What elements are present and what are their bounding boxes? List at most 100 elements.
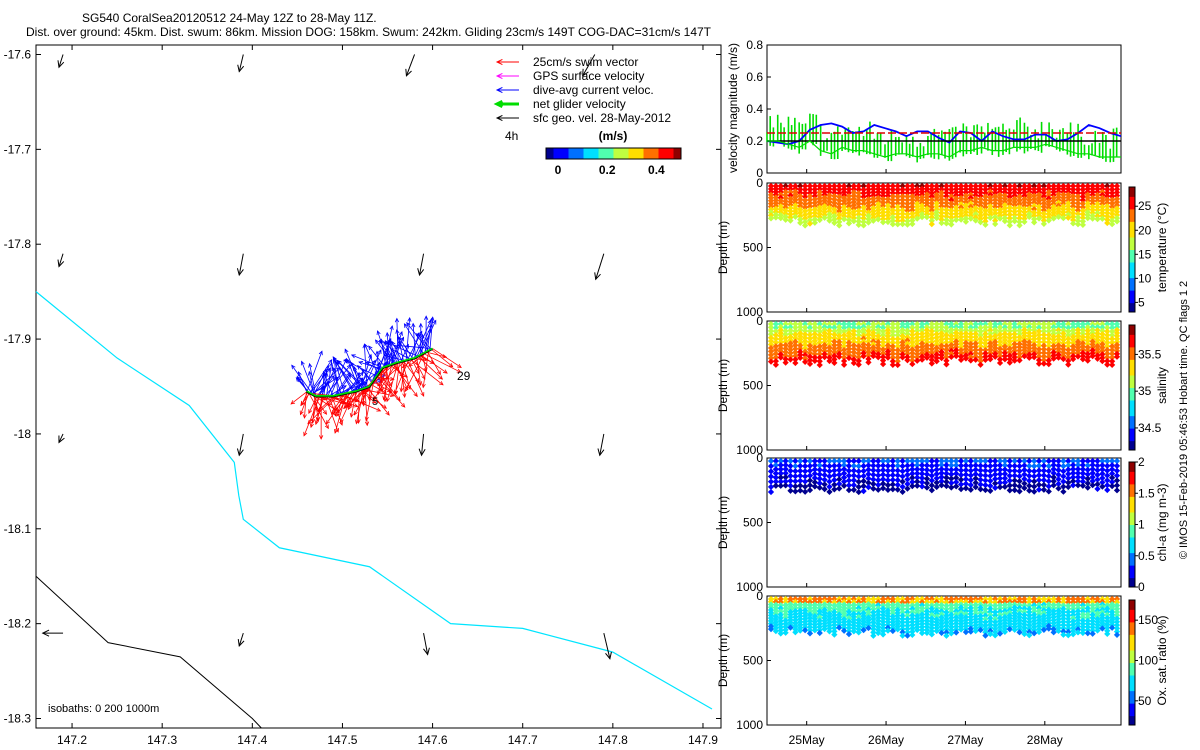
salinity-point xyxy=(1109,320,1116,328)
dive-avg-current-vector-head xyxy=(376,330,381,335)
salinity-point xyxy=(1094,355,1101,362)
salinity-colorbar-swatch xyxy=(1129,340,1135,345)
chla-point xyxy=(1079,474,1086,481)
chla-point xyxy=(1079,482,1086,489)
oxygen-point xyxy=(787,624,794,631)
salinity-point xyxy=(894,346,901,354)
swim-vector-head xyxy=(402,393,407,399)
salinity-point xyxy=(831,338,838,345)
colorbar-swatch xyxy=(563,148,567,159)
salinity-point xyxy=(982,346,989,354)
map-x-tick-label: 147.4 xyxy=(237,733,267,747)
chla-point xyxy=(1094,476,1101,483)
salinity-point xyxy=(1104,331,1111,339)
salinity-point xyxy=(1011,334,1018,341)
temperature-point xyxy=(1050,215,1057,222)
salinity-point xyxy=(1060,327,1067,334)
chla-cbar-tick-label: 0 xyxy=(1138,580,1145,594)
salinity-point xyxy=(1089,353,1096,360)
geo-velocity-arrow xyxy=(58,433,64,443)
oxygen-point xyxy=(996,602,1004,609)
chla-point xyxy=(860,477,867,485)
chla-point xyxy=(831,472,838,479)
map-y-tick-label: -18 xyxy=(14,427,32,441)
dive-avg-current-vector-head xyxy=(362,381,368,386)
swim-vector-head xyxy=(404,385,408,391)
legend-arrow-head xyxy=(495,58,503,66)
salinity-point xyxy=(802,334,809,341)
oxygen-point xyxy=(1031,605,1038,612)
swim-vector-head xyxy=(299,410,304,416)
dive-avg-current-vector xyxy=(405,317,411,361)
oxygen-point xyxy=(1089,611,1096,618)
salinity-colorbar-swatch xyxy=(1129,418,1135,423)
salinity-colorbar-swatch xyxy=(1129,328,1135,332)
salinity-point xyxy=(982,333,989,341)
salinity-point xyxy=(909,342,916,349)
chla-point xyxy=(1040,462,1048,469)
swim-vector-head xyxy=(382,389,387,394)
oxygen-point xyxy=(987,602,994,609)
salinity-colorbar-swatch xyxy=(1129,368,1135,373)
chla-point xyxy=(845,472,853,479)
salinity-point xyxy=(826,354,833,361)
temperature-point xyxy=(1109,210,1116,217)
oxygen-point xyxy=(899,605,906,613)
oxygen-point xyxy=(840,627,848,634)
oxygen-point xyxy=(1040,626,1048,633)
temperature-point xyxy=(1060,215,1067,222)
colorbar-swatch xyxy=(566,148,569,159)
oxygen-point xyxy=(806,620,814,628)
chla-point xyxy=(875,477,882,484)
oxygen-point xyxy=(1070,624,1077,631)
oxygen-point xyxy=(1109,624,1116,631)
oxygen-point xyxy=(831,602,838,609)
dive-avg-current-vector-head xyxy=(418,322,423,328)
chla-point xyxy=(894,462,901,469)
oxygen-point xyxy=(982,595,989,603)
chla-point xyxy=(909,462,916,469)
oxygen-point xyxy=(1070,608,1077,615)
chla-point xyxy=(792,483,799,490)
dive-avg-current-vector xyxy=(390,348,411,360)
salinity-point xyxy=(1065,357,1072,365)
chla-point xyxy=(1070,482,1077,489)
chla-point xyxy=(879,466,887,474)
swim-vector-head xyxy=(408,362,413,367)
chla-point xyxy=(1031,483,1038,490)
salinity-point xyxy=(957,347,965,354)
salinity-point xyxy=(933,331,940,338)
oxygen-point xyxy=(870,632,877,639)
dive-avg-current-vector-head xyxy=(376,361,381,367)
temperature-point xyxy=(1070,213,1077,220)
dive-avg-current-vector xyxy=(364,344,379,375)
oxygen-point xyxy=(870,609,877,616)
salinity-point xyxy=(1094,324,1101,331)
salinity-point xyxy=(1094,336,1101,343)
salinity-point xyxy=(904,343,911,351)
oxygen-ylabel: Depth (m) xyxy=(716,634,730,687)
salinity-colorbar-swatch xyxy=(1129,331,1135,335)
temperature-point xyxy=(1031,186,1038,193)
chla-colorbar-swatch xyxy=(1129,515,1135,519)
temperature-colorbar-swatch xyxy=(1129,193,1135,197)
colorbar-swatch xyxy=(643,148,647,159)
chla-point xyxy=(1026,482,1033,489)
oxygen-point xyxy=(992,625,999,632)
map-y-tick-label: -18.2 xyxy=(4,617,32,631)
swim-vector xyxy=(425,351,447,358)
oxygen-point xyxy=(1031,599,1038,606)
swim-vector-head xyxy=(345,394,351,400)
temperature-colorbar-swatch xyxy=(1129,243,1135,247)
temperature-point xyxy=(1079,182,1086,190)
dive-avg-current-vector xyxy=(386,332,391,366)
oxygen-point xyxy=(948,599,955,606)
dive-avg-current-vector-head xyxy=(375,350,380,356)
oxygen-point xyxy=(948,624,955,631)
temperature-colorbar-swatch xyxy=(1129,277,1135,282)
salinity-point xyxy=(802,355,809,362)
oxygen-point xyxy=(836,624,843,631)
colorbar-swatch xyxy=(578,148,582,159)
salinity-point xyxy=(1035,360,1043,367)
dive-avg-current-vector-head xyxy=(318,350,323,356)
